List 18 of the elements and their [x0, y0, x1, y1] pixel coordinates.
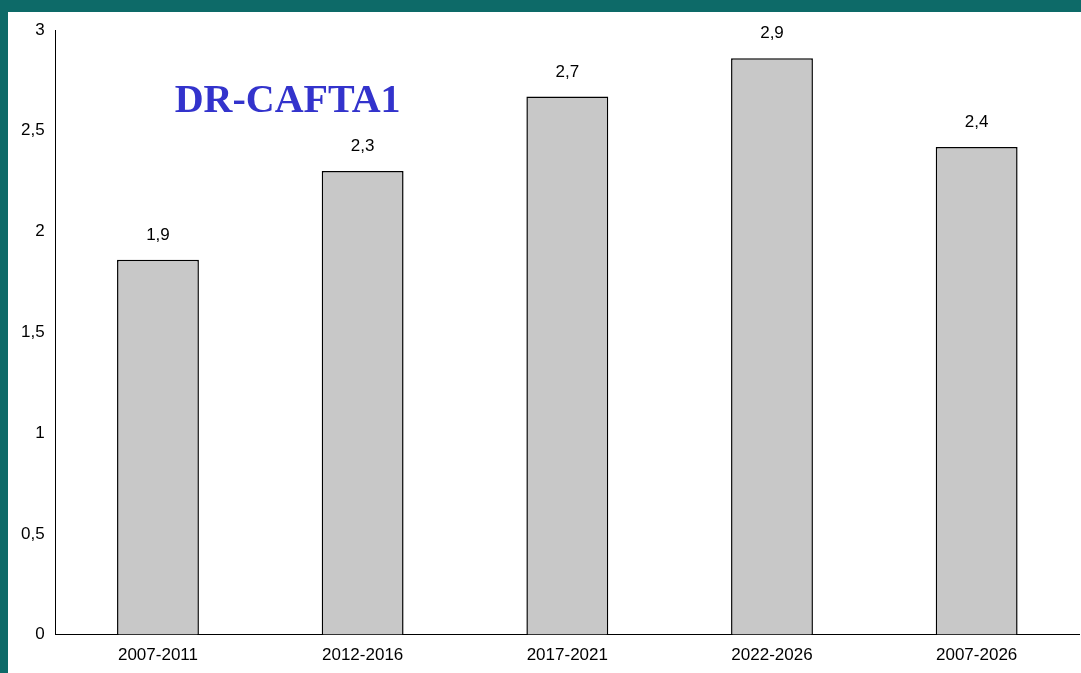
y-tick-label: 3 [35, 19, 45, 39]
x-tick-label: 2012-2016 [321, 645, 404, 665]
text: DR-CAFTA1 [174, 76, 401, 122]
y-tick-label: 2,5 [20, 120, 45, 140]
x-tick-label: 2022-2026 [731, 645, 813, 665]
data-label: 2,4 [964, 112, 989, 132]
x-tick-label: 2017-2021 [526, 645, 608, 665]
x-tick-label: 2007-2026 [936, 645, 1018, 665]
x-tick-label: 2007-2011 [117, 645, 198, 665]
y-tick-label: 2 [35, 221, 45, 241]
y-tick-label: 1,5 [20, 321, 45, 341]
data-label: 2,7 [555, 61, 580, 81]
data-label: 1,9 [146, 224, 170, 244]
y-tick-label: 0 [35, 624, 45, 644]
y-tick-label: 0,5 [20, 523, 45, 543]
y-tick-label: 1 [35, 422, 45, 442]
data-label: 2,3 [350, 136, 375, 156]
data-label: 2,9 [760, 23, 784, 43]
